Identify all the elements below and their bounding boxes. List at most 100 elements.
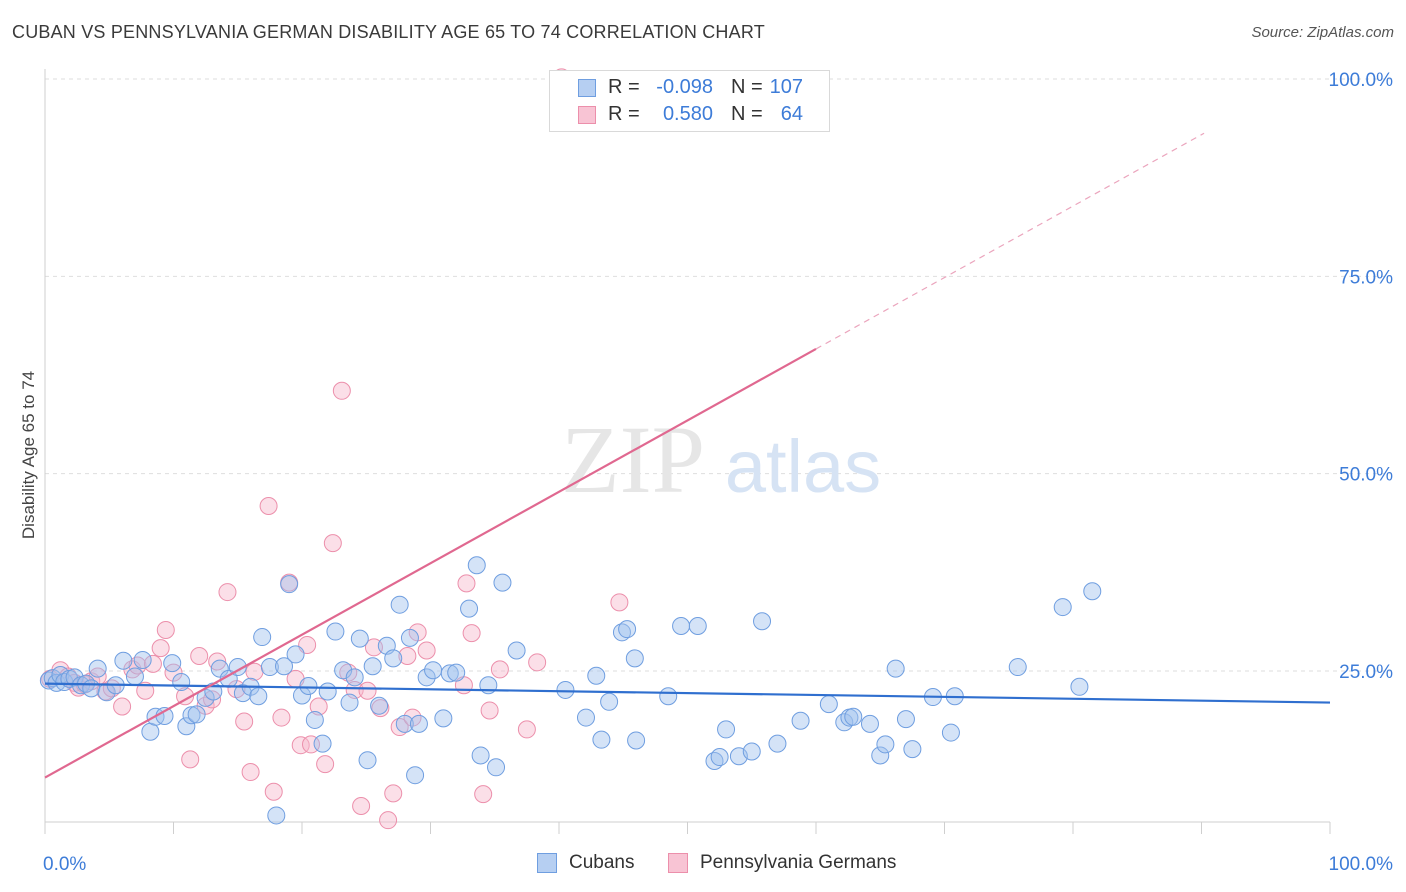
bottom-legend-label-cubans: Cubans xyxy=(569,852,635,873)
cubans-point xyxy=(710,748,729,767)
legend-row-pennsylvania-germans: R = 0.580 N = 64 xyxy=(550,103,829,127)
cubans-point xyxy=(280,575,299,594)
pennsylvania-germans-point xyxy=(272,708,291,727)
cubans-point xyxy=(350,629,369,648)
cubans-point xyxy=(600,692,619,711)
cubans-point xyxy=(114,651,133,670)
pennsylvania-germans-point xyxy=(235,712,254,731)
pennsylvania-germans-point xyxy=(316,755,335,774)
pennsylvania-germans-point xyxy=(259,497,278,516)
cubans-point xyxy=(299,676,318,695)
pennsylvania-germans-point xyxy=(462,624,481,643)
legend-r-value: -0.098 xyxy=(656,76,713,98)
pennsylvania-germans-point xyxy=(379,811,398,830)
legend-n-value: 107 xyxy=(769,76,803,98)
pennsylvania-germans-point xyxy=(417,641,436,660)
cubans-point xyxy=(182,706,201,725)
pennsylvania-germans-point xyxy=(241,763,260,782)
pennsylvania-germans-point xyxy=(208,652,227,671)
cubans-point xyxy=(363,657,382,676)
cubans-point xyxy=(267,806,286,825)
cubans-point xyxy=(1053,598,1072,617)
cubans-point xyxy=(187,705,206,724)
cubans-trend-line xyxy=(44,682,1331,704)
cubans-point xyxy=(370,696,389,715)
pennsylvania-germans-point xyxy=(517,720,536,739)
cubans-point xyxy=(286,645,305,664)
pennsylvania-germans-point xyxy=(113,697,132,716)
pennsylvania-germans-points xyxy=(41,68,629,830)
cubans-point xyxy=(125,667,144,686)
cubans-point xyxy=(717,720,736,739)
cubans-point xyxy=(1008,658,1027,677)
cubans-point xyxy=(625,649,644,668)
y-tick-label: 100.0% xyxy=(1329,70,1394,91)
cubans-point xyxy=(133,650,152,669)
cubans-point xyxy=(305,710,324,729)
cubans-point xyxy=(791,711,810,730)
x-tick-label: 0.0% xyxy=(43,854,86,875)
pennsylvania-germans-point xyxy=(264,782,283,801)
cubans-point xyxy=(409,714,428,733)
bottom-legend: Cubans Pennsylvania Germans xyxy=(0,852,1406,878)
cubans-point xyxy=(228,658,247,677)
legend-row-cubans: R = -0.098 N = 107 xyxy=(550,76,829,100)
cubans-point xyxy=(612,623,631,642)
cubans-point xyxy=(896,710,915,729)
cubans-point xyxy=(440,664,459,683)
cubans-point xyxy=(556,680,575,699)
legend-swatch-pennsylvania-germans xyxy=(578,106,596,124)
cubans-point xyxy=(88,659,107,678)
cubans-point xyxy=(141,722,160,741)
cubans-point xyxy=(587,666,606,685)
cubans-point xyxy=(460,599,479,618)
grid-lines xyxy=(45,78,1392,672)
cubans-point xyxy=(742,742,761,761)
cubans-point xyxy=(768,734,787,753)
cubans-point xyxy=(210,659,229,678)
pennsylvania-germans-point xyxy=(528,653,547,672)
pennsylvania-germans-point xyxy=(176,687,195,706)
pennsylvania-germans-point xyxy=(218,583,237,602)
pennsylvania-germans-point xyxy=(339,663,358,682)
x-tick-label: 100.0% xyxy=(1329,854,1394,875)
cubans-point xyxy=(886,659,905,678)
y-tick-label: 25.0% xyxy=(1339,662,1393,683)
y-axis-label: Disability Age 65 to 74 xyxy=(19,371,38,539)
source-label: Source: ZipAtlas.com xyxy=(1251,24,1394,41)
pennsylvania-germans-point xyxy=(352,796,371,815)
y-tick-label: 50.0% xyxy=(1339,465,1393,486)
cubans-point xyxy=(177,717,196,736)
pennsylvania-germans-point xyxy=(384,784,403,803)
cubans-point xyxy=(618,620,637,639)
cubans-points xyxy=(39,556,1102,825)
y-tick-label: 75.0% xyxy=(1339,267,1393,288)
pennsylvania-germans-point xyxy=(151,639,170,658)
cubans-point xyxy=(434,709,453,728)
cubans-point xyxy=(395,714,414,733)
cubans-point xyxy=(844,707,863,726)
cubans-point xyxy=(233,684,252,703)
cubans-point xyxy=(493,573,512,592)
legend: R = -0.098 N = 107 R = 0.580 N = 64 xyxy=(549,70,830,132)
cubans-point xyxy=(592,730,611,749)
pennsylvania-germans-point xyxy=(291,736,310,755)
cubans-point xyxy=(903,740,922,759)
pennsylvania-germans-point xyxy=(474,785,493,804)
cubans-point xyxy=(390,595,409,614)
cubans-point xyxy=(340,693,359,712)
cubans-point xyxy=(471,746,490,765)
cubans-point xyxy=(688,617,707,636)
legend-r-label: R = xyxy=(608,103,640,125)
cubans-point xyxy=(835,713,854,732)
tick-labels: 25.0% 50.0% 75.0% 100.0% 0.0% 100.0% xyxy=(43,70,1393,875)
cubans-point xyxy=(871,746,890,765)
cubans-point xyxy=(260,658,279,677)
pennsylvania-germans-point xyxy=(480,701,499,720)
cubans-point xyxy=(313,734,332,753)
pennsylvania-germans-point xyxy=(156,620,175,639)
cubans-point xyxy=(163,654,182,673)
cubans-point xyxy=(576,708,595,727)
cubans-point xyxy=(941,723,960,742)
